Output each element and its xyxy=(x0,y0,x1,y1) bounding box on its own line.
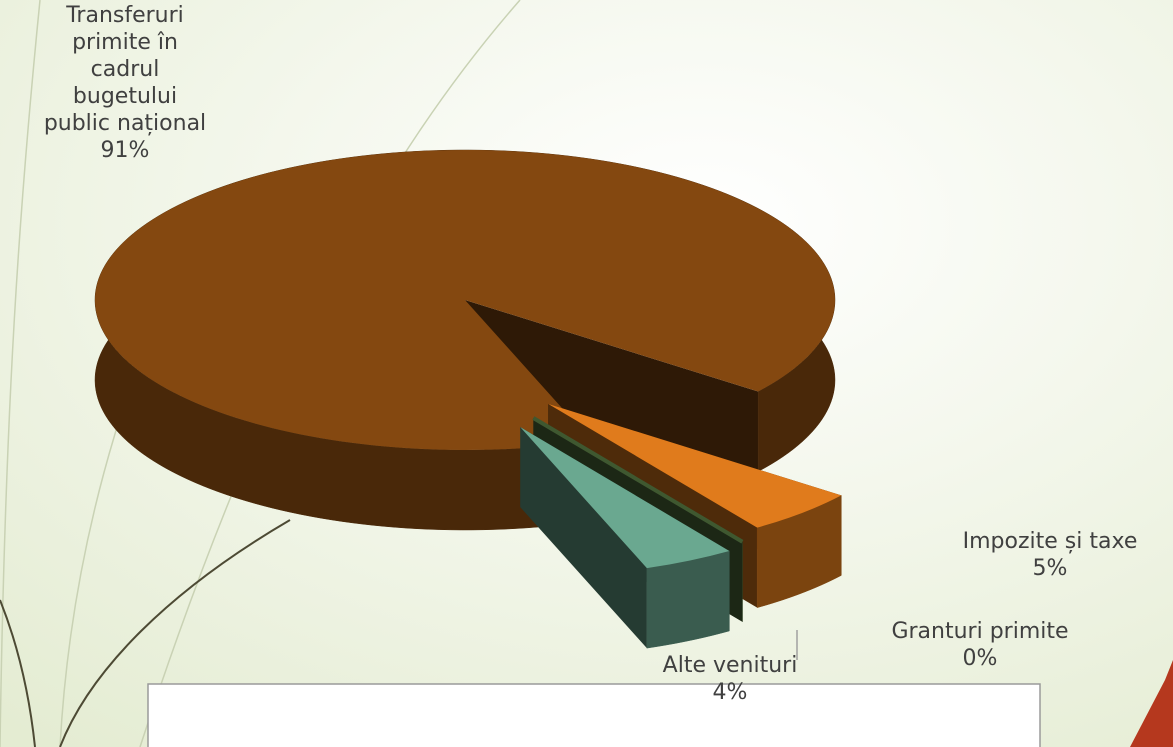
slide: {"chart_data": {"type": "pie", "categori… xyxy=(0,0,1173,747)
category-label: Alte venituri xyxy=(625,652,835,679)
category-label: Impozite și taxe xyxy=(925,528,1173,555)
value-label: 91% xyxy=(5,137,245,164)
value-label: 0% xyxy=(850,645,1110,672)
text-box xyxy=(148,684,1040,747)
data-label: Transferuri primite în cadrul bugetului … xyxy=(5,2,245,164)
category-label: Transferuri primite în cadrul bugetului … xyxy=(5,2,245,137)
value-label: 4% xyxy=(625,679,835,706)
value-label: 5% xyxy=(925,555,1173,582)
category-label: Granturi primite xyxy=(850,618,1110,645)
